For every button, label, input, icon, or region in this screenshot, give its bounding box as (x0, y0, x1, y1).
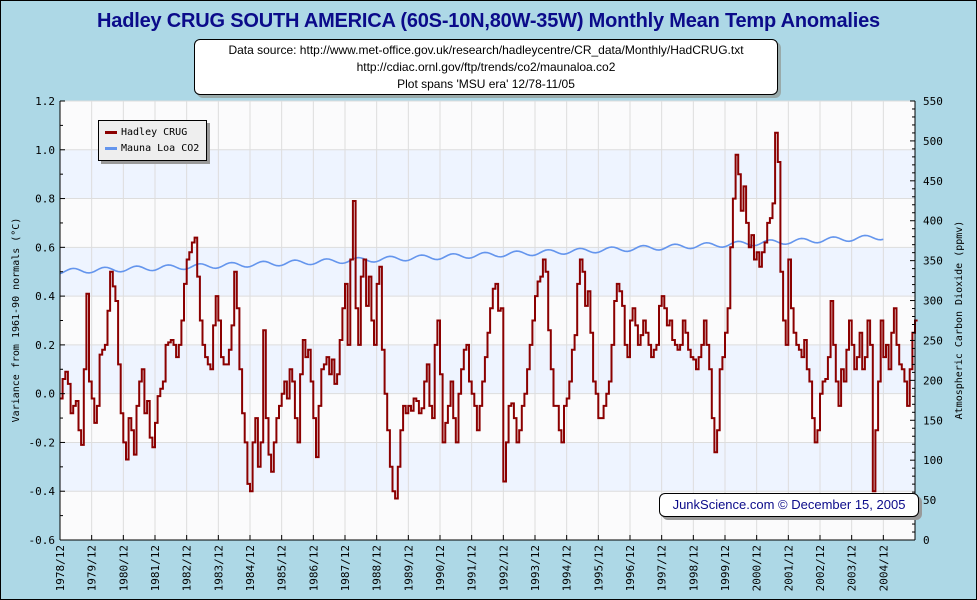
data-source-line-2[interactable]: http://cdiac.ornl.gov/ftp/trends/co2/mau… (356, 60, 616, 74)
x-tick-label: 2004/12 (877, 545, 890, 591)
x-tick-label: 1989/12 (402, 545, 415, 591)
y-tick-label: 0.0 (35, 388, 55, 401)
y2-tick-label: 100 (923, 454, 943, 467)
y-tick-label: 0.2 (35, 339, 55, 352)
x-tick-label: 1985/12 (276, 545, 289, 591)
y-axis-label: Variance from 1961-90 normals (°C) (11, 218, 22, 423)
legend-label-hadley: Hadley CRUG (121, 126, 188, 138)
y-tick-label: 1.0 (35, 144, 55, 157)
y-axis-left: 1.2 1.0 0.8 0.6 0.4 0.2 0.0 -0.2 -0.4 -0.6 (29, 95, 65, 547)
y-tick-label: 0.8 (35, 193, 55, 206)
legend-item-hadley: Hadley CRUG (105, 125, 187, 139)
y2-tick-label: 500 (923, 135, 943, 148)
y2-tick-label: 200 (923, 374, 943, 387)
y2-tick-label: 300 (923, 295, 943, 308)
y2-tick-label: 0 (923, 534, 930, 547)
data-source-box: Data source: http://www.met-office.gov.u… (194, 39, 778, 95)
x-tick-label: 2003/12 (846, 545, 859, 591)
x-tick-label: 1990/12 (434, 545, 447, 591)
plot-band (60, 442, 915, 492)
y-tick-label: 0.6 (35, 241, 55, 254)
y-tick-label: -0.6 (29, 534, 56, 547)
y-tick-label: -0.4 (29, 485, 56, 498)
y2-tick-label: 250 (923, 334, 943, 347)
y2-tick-label: 400 (923, 215, 943, 228)
plot-bands (60, 101, 915, 540)
y2-tick-label: 550 (923, 95, 943, 108)
y2-axis-label: Atmospheric Carbon Dioxide (ppmv) (954, 221, 965, 420)
y2-tick-label: 450 (923, 175, 943, 188)
x-tick-label: 1993/12 (529, 545, 542, 591)
legend-swatch-hadley (105, 130, 117, 134)
x-tick-label: 1998/12 (687, 545, 700, 591)
legend-label-co2: Mauna Loa CO2 (121, 142, 200, 154)
x-tick-label: 1983/12 (212, 545, 225, 591)
x-tick-label: 1984/12 (244, 545, 257, 591)
x-tick-label: 1981/12 (149, 545, 162, 591)
plot-band (60, 247, 915, 297)
legend: Hadley CRUG Mauna Loa CO2 (98, 120, 207, 161)
y2-tick-label: 50 (923, 494, 936, 507)
x-tick-label: 1999/12 (719, 545, 732, 591)
x-tick-label: 1992/12 (497, 545, 510, 591)
x-tick-label: 1982/12 (181, 545, 194, 591)
chart-title: Hadley CRUG SOUTH AMERICA (60S-10N,80W-3… (97, 10, 880, 32)
y-tick-label: 1.2 (35, 95, 55, 108)
legend-swatch-co2 (105, 146, 117, 150)
y-tick-label: -0.2 (29, 436, 56, 449)
x-tick-label: 2000/12 (751, 545, 764, 591)
x-tick-label: 1978/12 (54, 545, 67, 591)
x-tick-label: 1987/12 (339, 545, 352, 591)
x-tick-label: 1980/12 (117, 545, 130, 591)
x-axis: 1978/12 1979/12 1980/12 1981/12 1982/12 1983/… (54, 535, 890, 591)
x-tick-label: 1996/12 (624, 545, 637, 591)
x-tick-label: 1979/12 (86, 545, 99, 591)
y2-tick-label: 150 (923, 414, 943, 427)
x-tick-label: 2002/12 (814, 545, 827, 591)
plot-span-note: Plot spans 'MSU era' 12/78-11/05 (397, 77, 575, 91)
hadley-series (60, 131, 918, 500)
credit-badge[interactable]: JunkScience.com © December 15, 2005 (659, 493, 919, 517)
legend-item-co2: Mauna Loa CO2 (105, 141, 199, 155)
x-tick-label: 1991/12 (466, 545, 479, 591)
data-source-line-1[interactable]: Data source: http://www.met-office.gov.u… (228, 43, 744, 57)
hadley-line (60, 131, 918, 500)
x-tick-label: 1995/12 (592, 545, 605, 591)
y2-tick-label: 350 (923, 255, 943, 268)
x-tick-label: 1986/12 (307, 545, 320, 591)
x-tick-label: 2001/12 (782, 545, 795, 591)
x-tick-label: 1988/12 (371, 545, 384, 591)
x-tick-label: 1997/12 (656, 545, 669, 591)
x-tick-label: 1994/12 (561, 545, 574, 591)
y-tick-label: 0.4 (35, 290, 55, 303)
